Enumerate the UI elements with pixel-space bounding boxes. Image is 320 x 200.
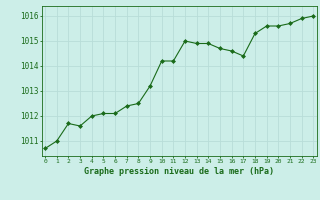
X-axis label: Graphe pression niveau de la mer (hPa): Graphe pression niveau de la mer (hPa) — [84, 167, 274, 176]
